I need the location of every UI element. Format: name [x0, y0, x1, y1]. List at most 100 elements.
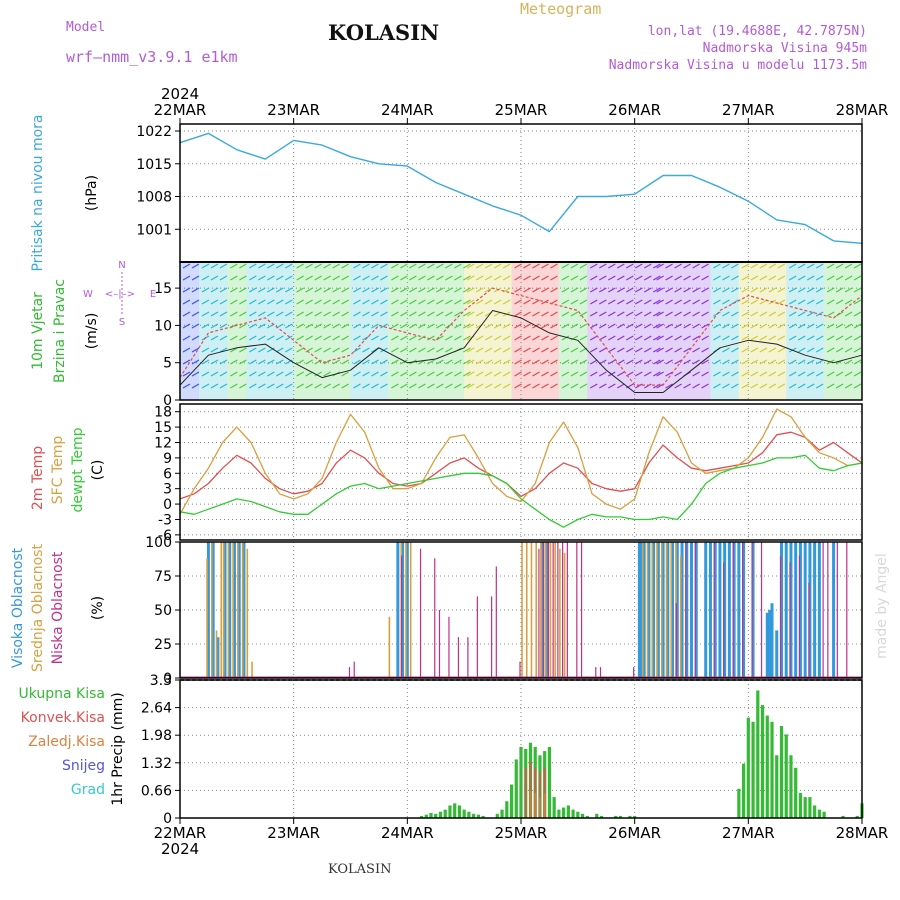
cloud-bar — [832, 542, 836, 678]
wind-barb — [230, 287, 238, 293]
wind-barb — [400, 311, 408, 317]
cloud-bar — [661, 542, 665, 678]
wind-barb — [826, 335, 835, 341]
wind-barb — [570, 275, 579, 281]
cloud-bar — [779, 542, 783, 678]
date-label-bottom: 24MAR — [381, 824, 434, 842]
wind-barb — [314, 383, 322, 389]
wind-barb — [418, 275, 426, 281]
wind-barb — [674, 323, 682, 329]
wind-barb — [656, 359, 664, 365]
cloud-bar — [646, 542, 649, 678]
precip-bar — [462, 809, 466, 818]
cloud-bar — [216, 637, 220, 678]
wind-barb — [750, 347, 759, 353]
wind-barb — [759, 335, 768, 341]
wind-barb — [493, 299, 502, 305]
wind-barb — [201, 275, 210, 281]
wind-barb — [541, 311, 549, 317]
wind-barb — [561, 383, 570, 389]
wind-barb — [502, 323, 511, 329]
wind-barb — [249, 263, 257, 269]
wind-barb — [436, 347, 444, 353]
cloud-bar — [552, 542, 554, 678]
wind-barb — [502, 287, 511, 293]
wind-barb — [617, 263, 625, 269]
precip-bar — [571, 809, 575, 818]
wind-barb — [258, 335, 266, 341]
cloud-bar — [718, 542, 722, 678]
wind-barb — [239, 347, 247, 353]
wind-barb — [463, 287, 471, 293]
cloud-bar — [237, 542, 239, 678]
wind-barb — [722, 299, 730, 305]
wind-barb — [341, 287, 349, 293]
wind-barb — [701, 299, 709, 305]
wind-barb — [853, 299, 862, 305]
wind-barb — [741, 335, 750, 341]
compass-south: S — [119, 317, 125, 328]
cloud-bar — [694, 542, 696, 678]
cloud-bar — [770, 603, 774, 678]
wind-barb — [713, 371, 721, 377]
temperature-ytick-label: 12 — [154, 435, 172, 451]
wind-barb — [502, 371, 511, 377]
wind-barb — [653, 287, 661, 293]
wind-barb — [362, 323, 370, 329]
precip-bar — [751, 721, 755, 818]
wind-barb — [835, 347, 844, 353]
wind-barb — [523, 275, 531, 281]
wind-barb — [750, 263, 759, 269]
wind-ytick-label: 0 — [163, 393, 172, 409]
cloud-unit: (%) — [90, 596, 106, 620]
wind-barb — [768, 383, 777, 389]
wind-barb — [314, 371, 322, 377]
wind-barb — [239, 275, 247, 281]
wind-barb — [579, 275, 588, 281]
wind-barb — [788, 299, 797, 305]
wind-barb — [201, 383, 210, 389]
wind-barb — [713, 359, 721, 365]
wind-barb — [599, 299, 607, 305]
cloud-bar — [525, 542, 528, 678]
wind-barb — [341, 263, 349, 269]
wind-barb — [701, 359, 709, 365]
wind-barb — [445, 371, 453, 377]
cloud-bar — [232, 542, 236, 678]
temp-ylabel-dewpt: dewpt Temp — [70, 427, 86, 512]
wind-barb — [182, 359, 191, 365]
wind-barb — [644, 335, 652, 341]
wind-barb — [815, 287, 824, 293]
cloud-bar — [246, 548, 249, 678]
wind-barb — [305, 275, 313, 281]
wind-barb — [570, 311, 579, 317]
cloud-bar — [457, 637, 460, 678]
wind-barb — [579, 335, 588, 341]
wind-barb — [768, 311, 777, 317]
wind-barb — [323, 287, 331, 293]
wind-barb — [713, 299, 721, 305]
wind-barb — [788, 359, 797, 365]
wind-barb — [258, 323, 266, 329]
wind-barb — [445, 383, 453, 389]
date-label-top: 28MAR — [836, 101, 889, 119]
wind-barb — [353, 275, 361, 281]
wind-barb — [285, 311, 293, 317]
wind-barb — [590, 311, 598, 317]
wind-barb — [341, 275, 349, 281]
precip-ytick-label: 0.66 — [141, 783, 172, 799]
wind-barb — [599, 263, 607, 269]
wind-barb — [626, 335, 634, 341]
cloud-bar — [251, 661, 253, 678]
wind-barb — [674, 383, 682, 389]
wind-barb — [210, 371, 219, 377]
wind-barb — [210, 347, 219, 353]
precip-bar — [509, 784, 514, 818]
cloud-bar — [685, 542, 689, 678]
wind-barb — [258, 311, 266, 317]
date-label-top: 23MAR — [267, 101, 320, 119]
wind-barb — [353, 347, 361, 353]
wind-barb — [768, 263, 777, 269]
wind-barb — [644, 323, 652, 329]
